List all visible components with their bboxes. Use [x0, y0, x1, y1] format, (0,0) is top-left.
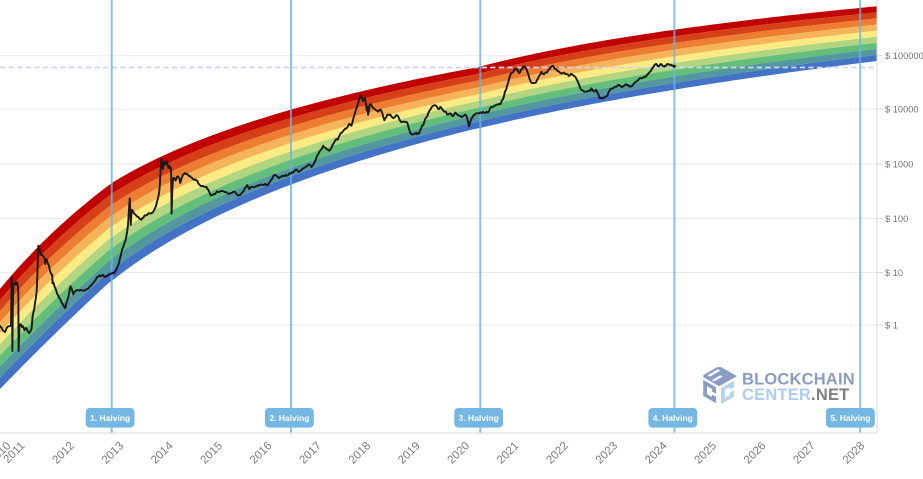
svg-text:BLOCKCHAIN: BLOCKCHAIN [742, 371, 855, 389]
svg-text:$ 10: $ 10 [885, 268, 903, 278]
svg-text:$ 10000: $ 10000 [885, 105, 919, 115]
svg-text:2. Halving: 2. Halving [269, 413, 309, 423]
svg-text:4. Halving: 4. Halving [653, 413, 693, 423]
svg-text:$ 100000: $ 100000 [885, 51, 923, 61]
svg-text:CENTER.NET: CENTER.NET [742, 386, 849, 404]
svg-text:$ 100: $ 100 [885, 214, 908, 224]
svg-text:1. Halving: 1. Halving [90, 413, 130, 423]
svg-text:$ 1000: $ 1000 [885, 159, 913, 169]
svg-text:3. Halving: 3. Halving [459, 413, 499, 423]
svg-text:$ 1: $ 1 [885, 320, 898, 330]
svg-text:5. Halving: 5. Halving [830, 413, 870, 423]
